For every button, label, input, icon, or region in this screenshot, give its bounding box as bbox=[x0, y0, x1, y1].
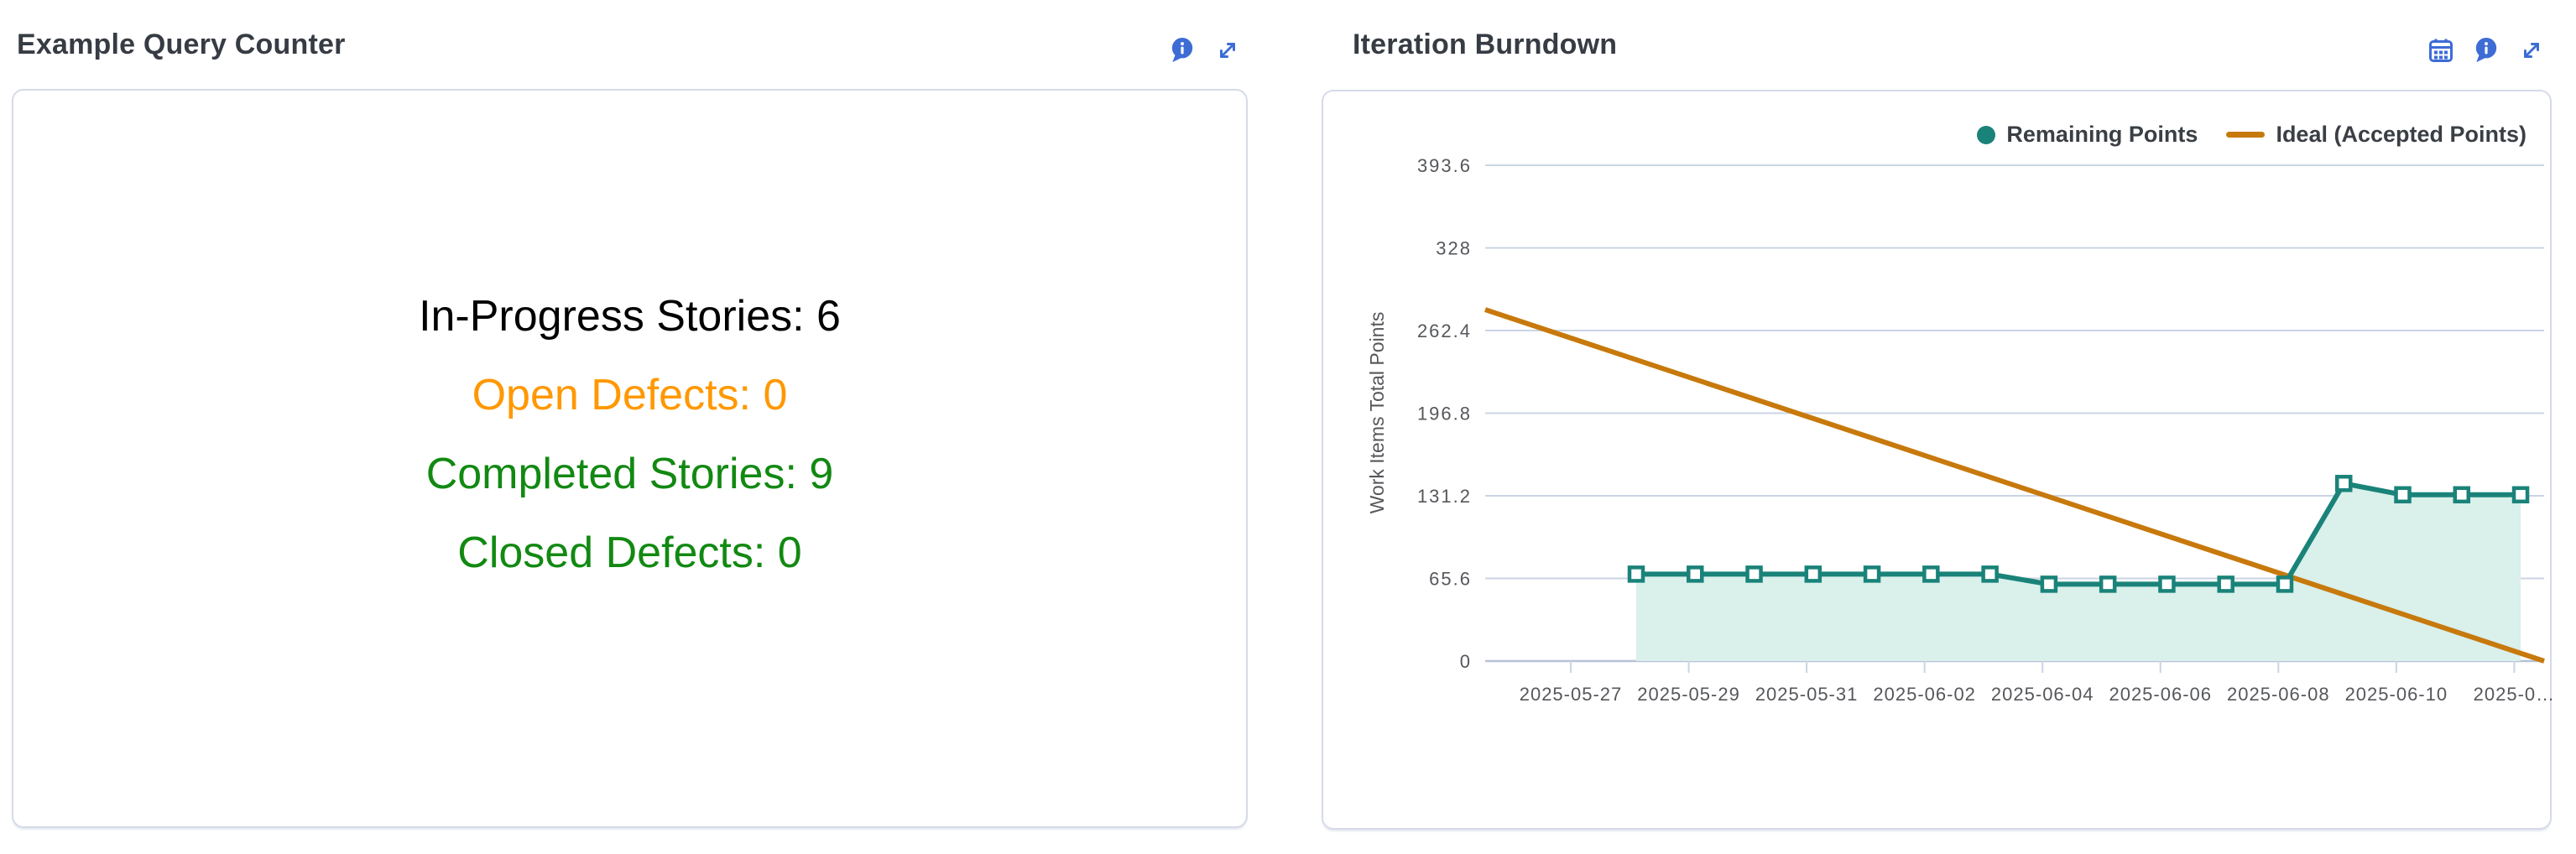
counter-lines: In-Progress Stories: 6 Open Defects: 0 Com… bbox=[13, 91, 1246, 592]
data-point-marker bbox=[2453, 486, 2471, 504]
expand-icon[interactable] bbox=[2518, 37, 2545, 64]
burndown-chart: 2025-05-27 2025-05-29 2025-05-31 2025-06-02… bbox=[1366, 155, 2553, 705]
data-point-marker bbox=[2158, 575, 2176, 593]
ideal-line-dash-icon bbox=[2226, 132, 2266, 138]
y-tick-label: 328 bbox=[1436, 238, 1472, 259]
remaining-area bbox=[1636, 483, 2521, 661]
data-point-marker bbox=[2276, 575, 2294, 593]
x-tick-label: 2025-06-02 bbox=[1873, 684, 1976, 705]
x-tick-label: 2025-05-29 bbox=[1637, 684, 1740, 705]
data-point-marker bbox=[2217, 575, 2234, 593]
data-point-marker bbox=[2394, 486, 2412, 504]
remaining-markers bbox=[1627, 475, 2530, 593]
legend-label-ideal: Ideal (Accepted Points) bbox=[2276, 122, 2526, 147]
calendar-icon[interactable] bbox=[2427, 37, 2454, 64]
data-point-marker bbox=[1804, 565, 1822, 583]
info-icon[interactable] bbox=[1169, 37, 1196, 64]
counter-line: Open Defects: 0 bbox=[472, 371, 788, 419]
counter-card: In-Progress Stories: 6 Open Defects: 0 Com… bbox=[12, 89, 1248, 828]
y-axis-labels: 0 65.6 131.2 196.8 262.4 328 393.6 bbox=[1417, 155, 1472, 672]
data-point-marker bbox=[1922, 565, 1940, 583]
data-point-marker bbox=[2099, 575, 2117, 593]
y-tick-label: 262.4 bbox=[1417, 320, 1472, 341]
y-tick-label: 65.6 bbox=[1429, 569, 1472, 590]
data-point-marker bbox=[1687, 565, 1704, 583]
expand-icon[interactable] bbox=[1214, 37, 1241, 64]
burndown-card: 2025-05-27 2025-05-29 2025-05-31 2025-06-02… bbox=[1322, 90, 2553, 830]
info-icon[interactable] bbox=[2473, 37, 2500, 64]
y-axis-title: Work Items Total Points bbox=[1366, 312, 1388, 514]
x-tick-label: 2025-06-10 bbox=[2345, 684, 2448, 705]
counter-header-icons bbox=[1169, 37, 1241, 64]
remaining-line bbox=[1636, 481, 2521, 587]
data-point-marker bbox=[1627, 565, 1645, 583]
data-point-marker bbox=[2511, 486, 2530, 504]
ideal-line bbox=[1484, 307, 2545, 664]
counter-line: Completed Stories: 9 bbox=[425, 450, 834, 498]
counter-line: Closed Defects: 0 bbox=[457, 529, 802, 577]
legend-item-remaining[interactable]: Remaining Points bbox=[1977, 122, 2198, 148]
data-point-marker bbox=[2334, 475, 2353, 492]
x-tick-label: 2025-0… bbox=[2474, 684, 2553, 705]
x-tick-label: 2025-05-31 bbox=[1755, 684, 1859, 705]
remaining-points-dot-icon bbox=[1977, 125, 1996, 144]
chart-legend: Remaining Points Ideal (Accepted Points) bbox=[1977, 122, 2526, 148]
burndown-panel-header: Iteration Burndown bbox=[1353, 23, 1617, 65]
x-tick-label: 2025-05-27 bbox=[1520, 684, 1623, 705]
y-tick-label: 393.6 bbox=[1417, 155, 1472, 176]
legend-item-ideal[interactable]: Ideal (Accepted Points) bbox=[2226, 122, 2526, 148]
y-tick-label: 0 bbox=[1460, 651, 1472, 672]
data-point-marker bbox=[1863, 565, 1881, 583]
x-tick-label: 2025-06-08 bbox=[2227, 684, 2330, 705]
burndown-header-icons bbox=[2427, 37, 2545, 64]
data-point-marker bbox=[1745, 565, 1763, 583]
legend-label-remaining: Remaining Points bbox=[2006, 122, 2198, 147]
burndown-panel-title: Iteration Burndown bbox=[1353, 28, 1618, 60]
y-tick-label: 196.8 bbox=[1417, 404, 1472, 424]
data-point-marker bbox=[1981, 565, 1999, 583]
counter-line: In-Progress Stories: 6 bbox=[419, 292, 841, 341]
x-tick-label: 2025-06-04 bbox=[1991, 684, 2094, 705]
data-point-marker bbox=[2040, 575, 2058, 593]
counter-panel-title: Example Query Counter bbox=[17, 28, 346, 60]
x-tick-label: 2025-06-06 bbox=[2109, 684, 2212, 705]
x-axis: 2025-05-27 2025-05-29 2025-05-31 2025-06-02… bbox=[1520, 661, 2553, 705]
counter-panel-header: Example Query Counter bbox=[17, 23, 346, 65]
y-tick-label: 131.2 bbox=[1417, 486, 1472, 507]
